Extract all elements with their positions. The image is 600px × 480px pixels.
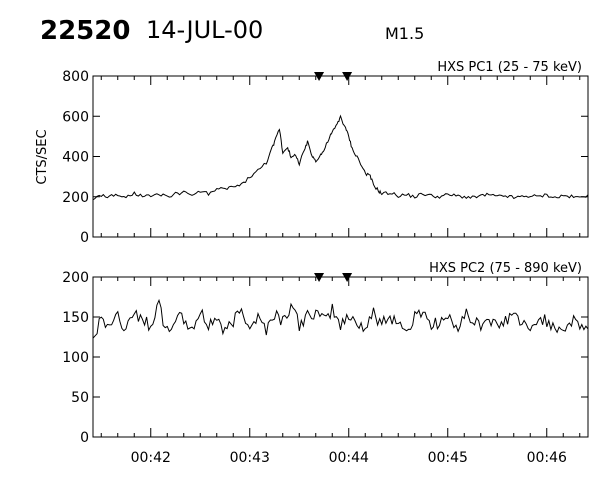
x-tick-label: 00:43 — [230, 450, 270, 466]
series-line-pc2 — [92, 298, 589, 339]
panel-pc2: HXS PC2 (75 - 890 keV) 0 50 100 150 200 00:42… — [62, 261, 589, 466]
time-marker — [314, 273, 325, 282]
y-tick-label: 100 — [62, 350, 89, 366]
y-tick-label: 600 — [62, 109, 89, 125]
time-marker — [314, 72, 325, 81]
time-marker — [342, 72, 353, 81]
event-date: 14-JUL-00 — [146, 16, 264, 44]
time-marker — [342, 273, 353, 282]
x-tick-label: 00:45 — [428, 450, 468, 466]
panel-title: HXS PC1 (25 - 75 keV) — [437, 60, 582, 75]
y-tick-label: 400 — [62, 150, 89, 166]
panel-pc1: HXS PC1 (25 - 75 keV) CTS/SEC 0 200 400 600… — [35, 60, 589, 246]
event-id: 22520 — [40, 16, 131, 46]
y-tick-label: 0 — [80, 230, 89, 246]
y-axis-label: CTS/SEC — [35, 129, 50, 184]
header: 22520 14-JUL-00 M1.5 — [0, 0, 600, 60]
plot-frame — [92, 75, 589, 238]
y-tick-label: 0 — [80, 430, 89, 446]
x-tick-label: 00:44 — [329, 450, 369, 466]
flare-class: M1.5 — [385, 24, 425, 43]
x-tick-label: 00:42 — [131, 450, 171, 466]
y-tick-label: 50 — [71, 390, 89, 406]
y-tick-label: 150 — [62, 310, 89, 326]
y-tick-label: 200 — [62, 270, 89, 286]
panel-title: HXS PC2 (75 - 890 keV) — [429, 261, 582, 276]
series-line-pc1 — [92, 114, 589, 201]
y-tick-label: 800 — [62, 69, 89, 85]
x-tick-label: 00:46 — [527, 450, 567, 466]
y-tick-label: 200 — [62, 190, 89, 206]
plot-frame — [92, 276, 589, 438]
